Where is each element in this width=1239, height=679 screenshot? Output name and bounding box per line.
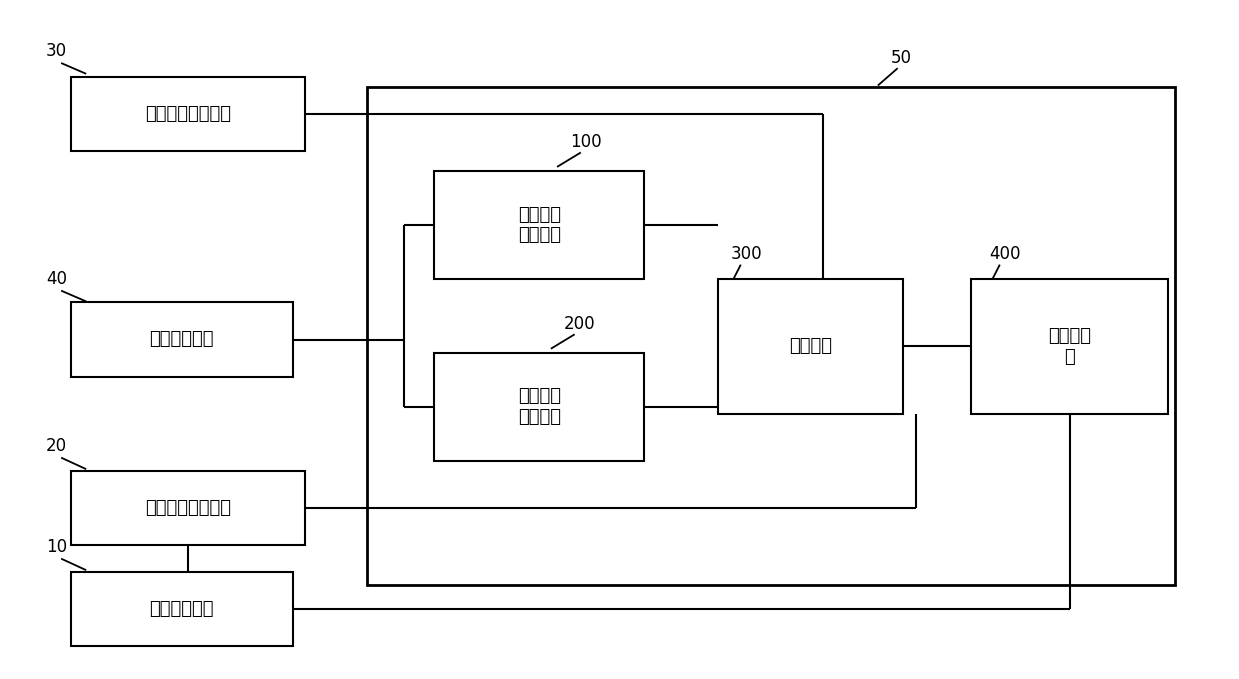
Text: 电压检测模块: 电压检测模块: [150, 331, 214, 348]
Text: 运算单元: 运算单元: [789, 337, 833, 355]
Text: 40: 40: [46, 270, 67, 288]
Text: 第一电流检测模块: 第一电流检测模块: [145, 499, 230, 517]
FancyBboxPatch shape: [71, 572, 292, 646]
FancyBboxPatch shape: [71, 302, 292, 377]
FancyBboxPatch shape: [435, 353, 644, 461]
Text: 10: 10: [46, 538, 67, 556]
Text: 30: 30: [46, 42, 67, 60]
Text: 50: 50: [891, 49, 912, 67]
FancyBboxPatch shape: [71, 77, 305, 151]
Text: 20: 20: [46, 437, 67, 456]
FancyBboxPatch shape: [71, 471, 305, 545]
FancyBboxPatch shape: [367, 87, 1175, 585]
Text: 第二电流检测模块: 第二电流检测模块: [145, 105, 230, 123]
Text: 电流控制
器: 电流控制 器: [1048, 327, 1092, 365]
Text: 300: 300: [731, 245, 762, 263]
Text: 最小电压
获取单元: 最小电压 获取单元: [518, 206, 561, 244]
Text: 100: 100: [570, 133, 602, 151]
FancyBboxPatch shape: [435, 171, 644, 279]
FancyBboxPatch shape: [971, 279, 1168, 414]
Text: 最大电压
获取单元: 最大电压 获取单元: [518, 388, 561, 426]
Text: 400: 400: [990, 245, 1021, 263]
FancyBboxPatch shape: [719, 279, 903, 414]
Text: 200: 200: [564, 315, 596, 333]
Text: 谐波注入电路: 谐波注入电路: [150, 600, 214, 618]
